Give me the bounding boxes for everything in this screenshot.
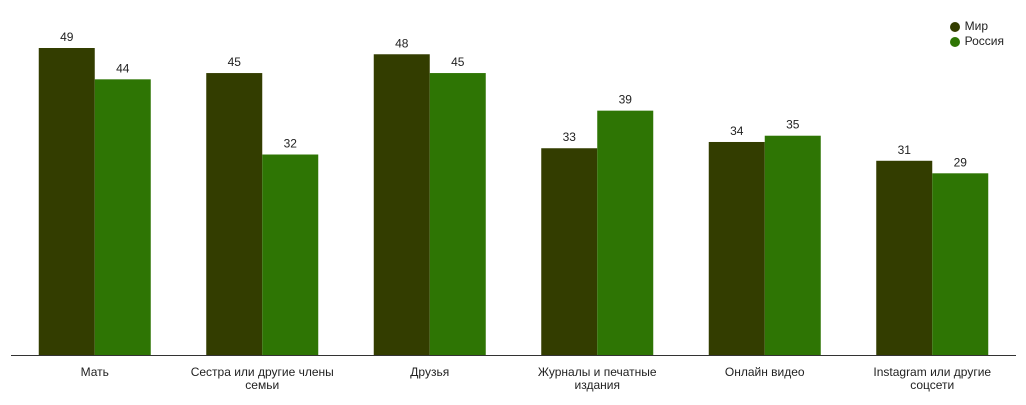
bar-series-0-category-3[interactable]	[541, 148, 598, 355]
data-label-series-1-category-5: 29	[954, 155, 968, 169]
x-tick-label-line-4-0: Онлайн видео	[725, 365, 805, 379]
x-tick-label-5: Instagram или другие соцсети	[873, 365, 991, 392]
x-tick-label-line-5-1: соцсети	[910, 378, 954, 392]
bar-series-0-category-2[interactable]	[373, 54, 430, 355]
legend-item-series-1[interactable]: Россия	[949, 34, 1004, 49]
bar-series-0-category-4[interactable]	[708, 141, 765, 355]
x-tick-label-3: Журналы и печатные издания	[538, 365, 657, 392]
data-label-series-1-category-4: 35	[786, 118, 800, 132]
bar-series-0-category-5[interactable]	[876, 160, 933, 355]
x-tick-label-0: Мать	[81, 365, 109, 379]
x-tick-label-line-1-0: Сестра или другие члены	[191, 365, 334, 379]
legend-label-series-0: Мир	[964, 19, 989, 33]
data-label-series-0-category-0: 49	[60, 30, 74, 44]
legend-swatch-series-0	[949, 21, 960, 32]
legend-label-series-1: Россия	[964, 34, 1004, 48]
legend-item-series-0[interactable]: Мир	[949, 19, 1004, 34]
data-label-series-0-category-4: 34	[730, 124, 744, 138]
x-tick-label-line-5-0: Instagram или другие	[873, 365, 991, 379]
data-labels: 49 44 45 32 48 45 33 39 34 35 31 29	[60, 30, 967, 169]
x-tick-labels: Мать Сестра или другие члены семьи Друзья Жу…	[81, 365, 992, 392]
bars	[38, 48, 989, 356]
data-label-series-0-category-1: 45	[228, 55, 242, 69]
data-label-series-1-category-1: 32	[284, 137, 298, 151]
x-tick-label-line-1-1: семьи	[245, 378, 279, 392]
x-tick-label-line-2-0: Друзья	[410, 365, 449, 379]
data-label-series-0-category-3: 33	[563, 130, 577, 144]
bar-series-1-category-2[interactable]	[429, 73, 486, 356]
bar-series-1-category-3[interactable]	[597, 110, 654, 355]
x-tick-label-1: Сестра или другие члены семьи	[191, 365, 334, 392]
legend-swatch-series-1	[949, 36, 960, 47]
bar-series-1-category-0[interactable]	[94, 79, 151, 355]
bar-series-1-category-5[interactable]	[932, 173, 989, 355]
bar-series-1-category-4[interactable]	[764, 135, 821, 355]
legend: Мир Россия	[949, 19, 1004, 49]
x-tick-label-4: Онлайн видео	[725, 365, 805, 379]
bar-series-1-category-1[interactable]	[262, 154, 319, 355]
x-tick-label-line-3-0: Журналы и печатные	[538, 365, 657, 379]
data-label-series-0-category-2: 48	[395, 36, 409, 50]
x-tick-label-line-3-1: издания	[575, 378, 620, 392]
x-tick-label-2: Друзья	[410, 365, 449, 379]
data-label-series-1-category-3: 39	[619, 93, 633, 107]
x-tick-label-line-0-0: Мать	[81, 365, 109, 379]
data-label-series-1-category-2: 45	[451, 55, 465, 69]
bar-series-0-category-1[interactable]	[206, 73, 263, 356]
data-label-series-1-category-0: 44	[116, 61, 130, 75]
bar-series-0-category-0[interactable]	[38, 48, 95, 355]
data-label-series-0-category-5: 31	[898, 143, 912, 157]
